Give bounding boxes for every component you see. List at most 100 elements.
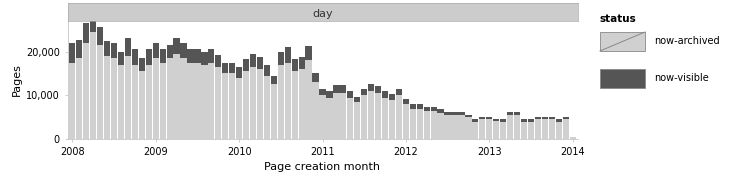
Bar (417, 104, 423, 109)
Bar (354, 97, 360, 102)
Bar (514, 115, 520, 139)
Bar (528, 122, 534, 139)
Bar (445, 112, 451, 115)
Bar (146, 65, 152, 139)
Bar (271, 84, 277, 139)
Bar (542, 117, 548, 120)
Bar (201, 65, 208, 139)
Bar (562, 117, 568, 120)
Bar (181, 43, 187, 58)
Bar (486, 120, 493, 139)
Bar (458, 112, 464, 115)
Bar (215, 55, 221, 67)
Bar (445, 115, 451, 139)
Bar (298, 57, 304, 69)
Bar (118, 65, 124, 139)
Bar (256, 57, 263, 69)
Bar (305, 60, 312, 139)
Bar (326, 98, 332, 139)
Bar (166, 45, 172, 58)
Bar (97, 27, 104, 45)
Bar (514, 112, 520, 115)
Bar (486, 117, 493, 120)
Bar (132, 65, 138, 139)
Text: status: status (600, 14, 637, 24)
Bar (520, 120, 527, 122)
Bar (222, 73, 228, 139)
Bar (396, 89, 402, 95)
Bar (368, 91, 374, 139)
Bar (535, 117, 541, 120)
Bar (333, 93, 340, 139)
Bar (264, 76, 270, 139)
Bar (201, 52, 208, 65)
Bar (313, 82, 319, 139)
Bar (340, 85, 346, 93)
Bar (493, 121, 500, 139)
Bar (375, 93, 381, 139)
Bar (313, 73, 319, 82)
Bar (188, 49, 194, 62)
Bar (549, 120, 555, 139)
Bar (146, 49, 152, 65)
Bar (152, 43, 159, 58)
Bar (465, 115, 472, 117)
Bar (243, 71, 249, 139)
Bar (417, 109, 423, 139)
Bar (236, 67, 242, 78)
Bar (556, 120, 562, 122)
Bar (278, 52, 284, 65)
Bar (209, 49, 214, 62)
Bar (479, 117, 485, 120)
Bar (188, 62, 194, 139)
Bar (320, 89, 326, 95)
Bar (124, 38, 131, 56)
Bar (76, 58, 82, 139)
Bar (181, 58, 187, 139)
Bar (424, 111, 430, 139)
Bar (250, 67, 256, 139)
Bar (292, 59, 298, 71)
Bar (472, 122, 478, 139)
Bar (83, 23, 89, 43)
Bar (382, 91, 388, 98)
Bar (124, 56, 131, 139)
Bar (479, 120, 485, 139)
Bar (556, 122, 562, 139)
Bar (437, 113, 444, 139)
Bar (173, 38, 180, 54)
Bar (250, 54, 256, 67)
Bar (139, 58, 145, 71)
Bar (194, 62, 200, 139)
Bar (292, 71, 298, 139)
Bar (278, 65, 284, 139)
Bar (430, 107, 436, 111)
Bar (347, 98, 353, 139)
Bar (320, 95, 326, 139)
Bar (375, 86, 381, 93)
Bar (437, 109, 444, 113)
Bar (97, 45, 104, 139)
Bar (298, 69, 304, 139)
Bar (173, 54, 180, 139)
Bar (104, 56, 110, 139)
Bar (388, 94, 395, 100)
Bar (424, 107, 430, 111)
Bar (111, 58, 117, 139)
Bar (69, 43, 76, 62)
Bar (90, 32, 96, 139)
Bar (285, 62, 291, 139)
Bar (361, 95, 368, 139)
Bar (194, 49, 200, 62)
Bar (542, 120, 548, 139)
Bar (472, 120, 478, 122)
Bar (520, 122, 527, 139)
Bar (507, 112, 513, 115)
Bar (382, 98, 388, 139)
Bar (500, 120, 506, 122)
Bar (90, 12, 96, 32)
Bar (528, 120, 534, 122)
Bar (340, 93, 346, 139)
Bar (69, 62, 76, 139)
Bar (569, 137, 576, 139)
